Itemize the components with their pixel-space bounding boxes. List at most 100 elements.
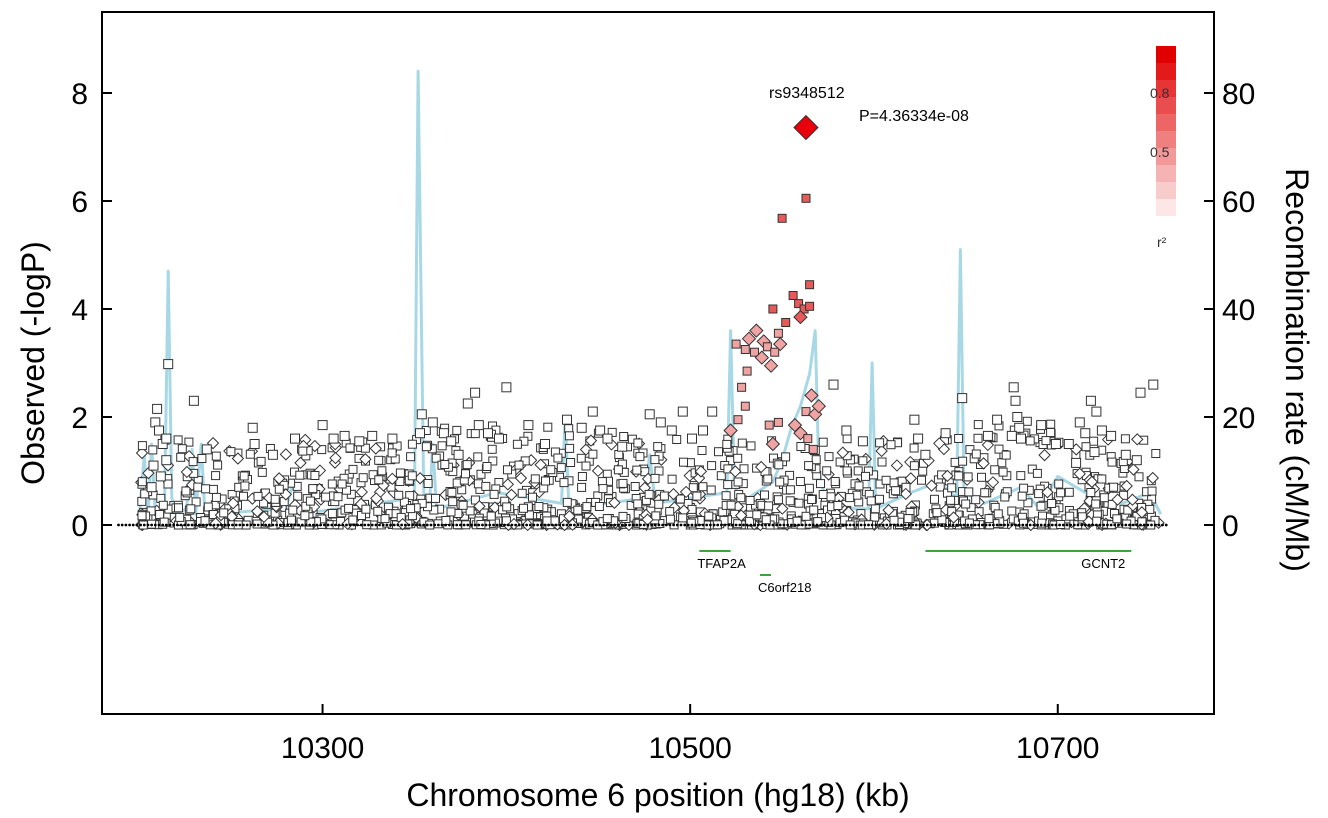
baseline-dot: [896, 523, 900, 527]
snp-marker: [733, 453, 743, 463]
baseline-dot: [808, 523, 811, 527]
baseline-dot: [300, 523, 304, 527]
baseline-dot: [466, 523, 470, 527]
snp-marker: [175, 512, 185, 522]
snp-marker: [687, 504, 697, 514]
baseline-dot: [834, 523, 837, 527]
snp-marker: [1097, 474, 1107, 484]
baseline-dot: [1083, 523, 1087, 527]
baseline-dot: [543, 523, 547, 527]
ld-snp-marker: [773, 417, 783, 427]
snp-marker: [135, 446, 149, 460]
baseline-dot: [1109, 523, 1113, 527]
baseline-dot: [198, 523, 201, 527]
snp-marker: [584, 434, 598, 447]
snp-marker: [679, 485, 693, 499]
baseline-dot: [532, 523, 536, 527]
baseline-dot: [1021, 523, 1025, 527]
snp-marker: [964, 518, 974, 528]
baseline-dot: [352, 523, 356, 527]
baseline-dot: [966, 523, 970, 527]
baseline-dot: [1043, 523, 1047, 527]
snp-marker: [193, 482, 203, 492]
snp-marker: [845, 493, 855, 503]
snp-marker: [630, 482, 640, 491]
snp-marker: [1112, 514, 1122, 524]
snp-marker: [329, 451, 342, 465]
baseline-dot: [139, 523, 143, 527]
snp-marker: [801, 511, 811, 521]
baseline-dot: [1139, 523, 1142, 527]
baseline-dot: [977, 523, 981, 527]
gene-label: GCNT2: [1081, 556, 1125, 571]
snp-marker: [211, 492, 221, 502]
baseline-dot: [914, 523, 918, 527]
snp-marker: [137, 511, 147, 521]
ld-snp-marker: [740, 345, 750, 354]
baseline-dot: [190, 523, 194, 527]
snp-marker: [142, 466, 155, 480]
snp-marker: [146, 506, 156, 516]
snp-marker: [1134, 472, 1144, 482]
snp-marker: [752, 510, 762, 520]
snp-marker: [804, 483, 814, 493]
baseline-dot: [385, 523, 389, 527]
snp-marker: [737, 438, 747, 448]
snp-marker: [588, 449, 598, 459]
snp-marker: [1074, 417, 1085, 428]
baseline-dot: [1010, 523, 1014, 527]
snp-marker: [794, 498, 804, 508]
ld-snp-marker: [777, 213, 787, 223]
snp-marker: [776, 502, 789, 515]
snp-marker: [909, 443, 919, 453]
snp-marker: [259, 498, 269, 508]
baseline-dot: [312, 523, 315, 527]
lead-snp-marker: [793, 114, 819, 141]
baseline-dot: [260, 523, 264, 527]
snp-marker: [1008, 382, 1019, 393]
ld-snp-marker: [768, 304, 778, 314]
baseline-dot: [308, 523, 312, 527]
baseline-dot: [253, 523, 256, 527]
baseline-dot: [334, 523, 337, 527]
baseline-dot: [131, 523, 135, 527]
snp-marker: [889, 478, 899, 488]
snp-marker: [305, 496, 315, 506]
snp-marker: [308, 484, 318, 494]
snp-marker: [675, 494, 685, 504]
baseline-dot: [403, 523, 407, 527]
snp-marker: [1036, 420, 1047, 431]
highlighted-snps: [723, 114, 827, 454]
baseline-dot: [580, 523, 584, 527]
snp-marker: [294, 456, 307, 470]
snp-marker: [1073, 467, 1086, 481]
snp-marker: [437, 441, 447, 451]
baseline-dot: [841, 523, 845, 527]
x-tick-label: 10500: [648, 732, 731, 765]
legend-swatch: [1156, 63, 1176, 81]
snp-marker: [1047, 499, 1057, 508]
snp-marker: [374, 455, 384, 465]
baseline-dot: [356, 523, 359, 527]
snp-marker: [348, 464, 358, 474]
snp-marker: [836, 446, 849, 459]
baseline-dot: [150, 523, 154, 527]
snp-marker: [618, 478, 628, 488]
snp-marker: [866, 496, 876, 506]
x-tick-label: 10300: [281, 732, 364, 765]
baseline-dot: [653, 523, 657, 527]
ld-snp-marker: [793, 309, 808, 325]
baseline-dot: [760, 523, 764, 527]
snp-marker: [1010, 395, 1021, 406]
baseline-dot: [176, 523, 179, 527]
baseline-dot: [400, 523, 403, 527]
baseline-dot: [1102, 523, 1106, 527]
snp-marker: [785, 485, 795, 495]
baseline-dot: [576, 523, 580, 527]
y-tick-label: 4: [71, 294, 88, 327]
snp-marker: [186, 504, 196, 514]
baseline-dot: [1161, 523, 1164, 527]
baseline-dot: [378, 523, 381, 527]
snp-marker: [644, 409, 655, 420]
snp-marker: [226, 447, 236, 457]
